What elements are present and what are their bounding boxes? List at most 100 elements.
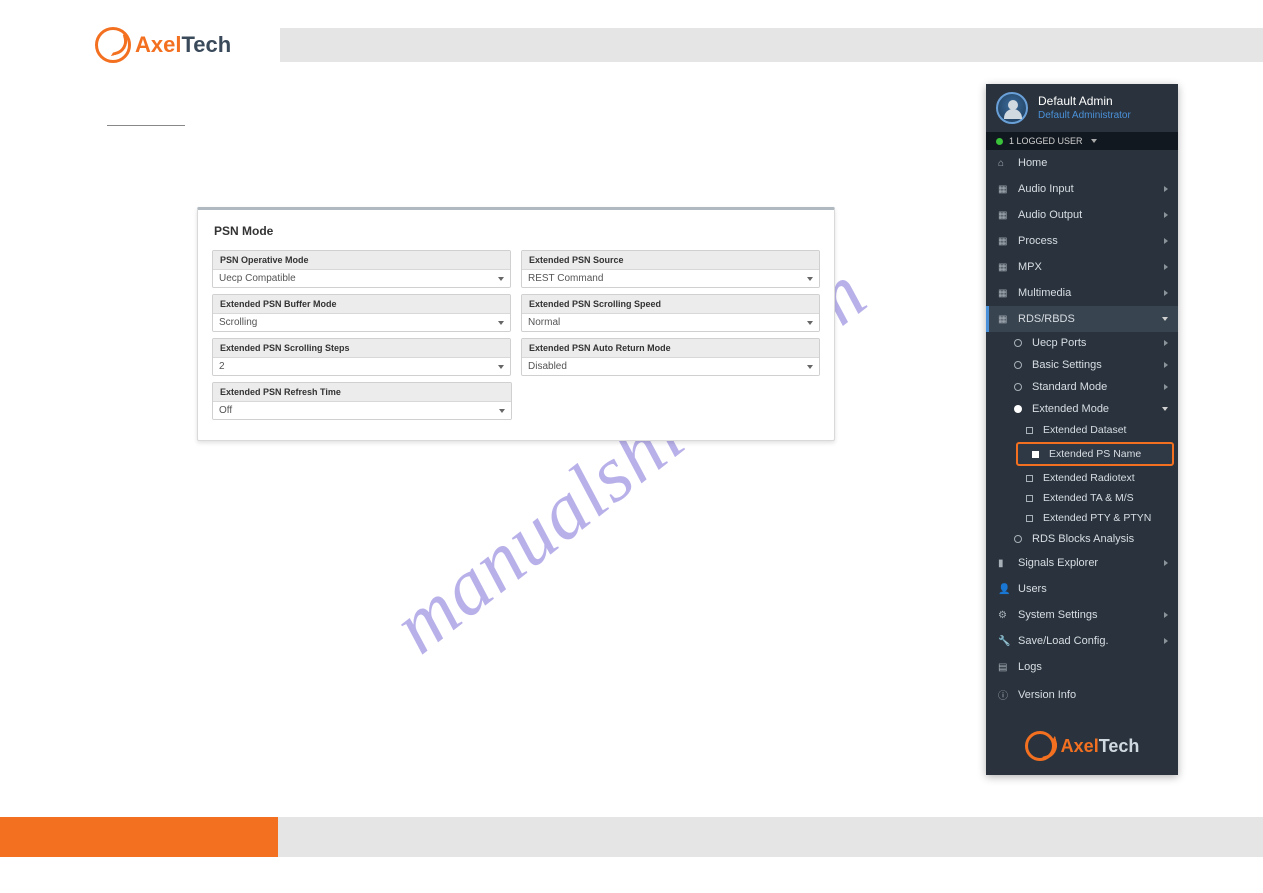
field-label: Extended PSN Auto Return Mode xyxy=(522,339,819,358)
sidebar-item-extended-radiotext[interactable]: Extended Radiotext xyxy=(1012,468,1178,488)
select-value: Off xyxy=(219,405,232,416)
field-scroll-steps: Extended PSN Scrolling Steps 2 xyxy=(212,338,511,376)
sidebar-item-system-settings[interactable]: ⚙ System Settings xyxy=(986,602,1178,628)
select-scroll-steps[interactable]: 2 xyxy=(213,358,510,375)
wrench-icon: 🔧 xyxy=(998,636,1010,647)
sidebar: Default Admin Default Administrator 1 LO… xyxy=(986,84,1178,775)
sidebar-item-label: Standard Mode xyxy=(1032,381,1107,393)
status-dot-icon xyxy=(996,138,1003,145)
field-label: Extended PSN Buffer Mode xyxy=(213,295,510,314)
chevron-right-icon xyxy=(1164,290,1168,296)
sidebar-item-multimedia[interactable]: ▦ Multimedia xyxy=(986,280,1178,306)
logo-mark-icon xyxy=(1025,731,1055,761)
chevron-down-icon xyxy=(1091,139,1097,143)
form-grid: PSN Operative Mode Uecp Compatible Exten… xyxy=(198,250,834,440)
sidebar-item-label: Extended Radiotext xyxy=(1043,472,1135,484)
sidebar-item-label: MPX xyxy=(1018,261,1042,273)
brand-text: AxelTech xyxy=(1061,736,1140,756)
chevron-down-icon xyxy=(1162,317,1168,321)
sidebar-item-users[interactable]: 👤 Users xyxy=(986,576,1178,602)
chevron-down-icon xyxy=(1162,407,1168,411)
field-label: Extended PSN Scrolling Speed xyxy=(522,295,819,314)
sidebar-item-label: Audio Output xyxy=(1018,209,1082,221)
sidebar-item-logs[interactable]: ▤ Logs xyxy=(986,654,1178,680)
sidebar-item-label: Basic Settings xyxy=(1032,359,1102,371)
circle-filled-icon xyxy=(1014,405,1022,413)
select-value: Scrolling xyxy=(219,317,257,328)
grid-icon: ▦ xyxy=(998,262,1010,273)
sidebar-item-label: Extended Mode xyxy=(1032,403,1109,415)
square-filled-icon xyxy=(1032,451,1039,458)
select-auto-return[interactable]: Disabled xyxy=(522,358,819,375)
sidebar-user[interactable]: Default Admin Default Administrator xyxy=(986,84,1178,132)
sidebar-item-version-info[interactable]: ⓘ Version Info xyxy=(986,680,1178,709)
select-buffer-mode[interactable]: Scrolling xyxy=(213,314,510,331)
select-value: REST Command xyxy=(528,273,603,284)
sidebar-item-extended-mode[interactable]: Extended Mode xyxy=(1000,398,1178,420)
chevron-right-icon xyxy=(1164,264,1168,270)
circle-icon xyxy=(1014,535,1022,543)
chevron-down-icon xyxy=(807,365,813,369)
sidebar-status[interactable]: 1 LOGGED USER xyxy=(986,132,1178,150)
square-icon xyxy=(1026,475,1033,482)
sidebar-item-label: Audio Input xyxy=(1018,183,1074,195)
sidebar-item-basic-settings[interactable]: Basic Settings xyxy=(1000,354,1178,376)
brand-text-a: Axel xyxy=(1061,736,1099,756)
sidebar-item-extended-dataset[interactable]: Extended Dataset xyxy=(1012,420,1178,440)
list-icon: ▤ xyxy=(998,662,1010,673)
select-refresh-time[interactable]: Off xyxy=(213,402,511,419)
brand-text: AxelTech xyxy=(135,32,231,58)
bottom-bar-accent xyxy=(0,817,278,857)
sidebar-item-signals-explorer[interactable]: ▮ Signals Explorer xyxy=(986,550,1178,576)
sidebar-item-save-load[interactable]: 🔧 Save/Load Config. xyxy=(986,628,1178,654)
sidebar-item-label: Extended TA & M/S xyxy=(1043,492,1134,504)
sidebar-rds-submenu: Uecp Ports Basic Settings Standard Mode … xyxy=(986,332,1178,550)
sidebar-item-uecp-ports[interactable]: Uecp Ports xyxy=(1000,332,1178,354)
grid-icon: ▦ xyxy=(998,184,1010,195)
field-operative-mode: PSN Operative Mode Uecp Compatible xyxy=(212,250,511,288)
field-label: Extended PSN Source xyxy=(522,251,819,270)
sidebar-item-audio-input[interactable]: ▦ Audio Input xyxy=(986,176,1178,202)
chevron-right-icon xyxy=(1164,340,1168,346)
sidebar-item-label: RDS/RBDS xyxy=(1018,313,1075,325)
top-header: AxelTech xyxy=(0,28,1263,62)
sidebar-extended-submenu: Extended Dataset Extended PS Name Extend… xyxy=(1000,420,1178,528)
chevron-right-icon xyxy=(1164,238,1168,244)
select-value: Disabled xyxy=(528,361,567,372)
chevron-down-icon xyxy=(498,321,504,325)
bottom-bar xyxy=(0,817,1263,857)
sidebar-item-label: Multimedia xyxy=(1018,287,1071,299)
sidebar-item-extended-pty[interactable]: Extended PTY & PTYN xyxy=(1012,508,1178,528)
chevron-right-icon xyxy=(1164,186,1168,192)
sidebar-item-rds-blocks[interactable]: RDS Blocks Analysis xyxy=(1000,528,1178,550)
sidebar-item-mpx[interactable]: ▦ MPX xyxy=(986,254,1178,280)
chevron-down-icon xyxy=(498,365,504,369)
sidebar-item-home[interactable]: ⌂ Home xyxy=(986,150,1178,176)
sidebar-item-standard-mode[interactable]: Standard Mode xyxy=(1000,376,1178,398)
select-value: Uecp Compatible xyxy=(219,273,296,284)
sidebar-item-audio-output[interactable]: ▦ Audio Output xyxy=(986,202,1178,228)
sidebar-item-extended-tams[interactable]: Extended TA & M/S xyxy=(1012,488,1178,508)
sidebar-item-rds[interactable]: ▦ RDS/RBDS xyxy=(986,306,1178,332)
sidebar-item-label: Save/Load Config. xyxy=(1018,635,1109,647)
avatar-icon xyxy=(996,92,1028,124)
select-scroll-speed[interactable]: Normal xyxy=(522,314,819,331)
sidebar-item-label: System Settings xyxy=(1018,609,1097,621)
field-source: Extended PSN Source REST Command xyxy=(521,250,820,288)
sidebar-item-label: Extended Dataset xyxy=(1043,424,1126,436)
sidebar-item-label: Process xyxy=(1018,235,1058,247)
grid-icon: ▦ xyxy=(998,210,1010,221)
select-operative-mode[interactable]: Uecp Compatible xyxy=(213,270,510,287)
signal-icon: ▮ xyxy=(998,558,1010,569)
field-refresh-time: Extended PSN Refresh Time Off xyxy=(212,382,512,420)
sidebar-item-extended-ps-name[interactable]: Extended PS Name xyxy=(1016,442,1174,466)
sidebar-item-process[interactable]: ▦ Process xyxy=(986,228,1178,254)
sidebar-item-label: Users xyxy=(1018,583,1047,595)
square-icon xyxy=(1026,515,1033,522)
select-source[interactable]: REST Command xyxy=(522,270,819,287)
circle-icon xyxy=(1014,361,1022,369)
sidebar-user-text: Default Admin Default Administrator xyxy=(1038,94,1131,123)
gear-icon: ⚙ xyxy=(998,610,1010,621)
grid-icon: ▦ xyxy=(998,288,1010,299)
chevron-right-icon xyxy=(1164,612,1168,618)
